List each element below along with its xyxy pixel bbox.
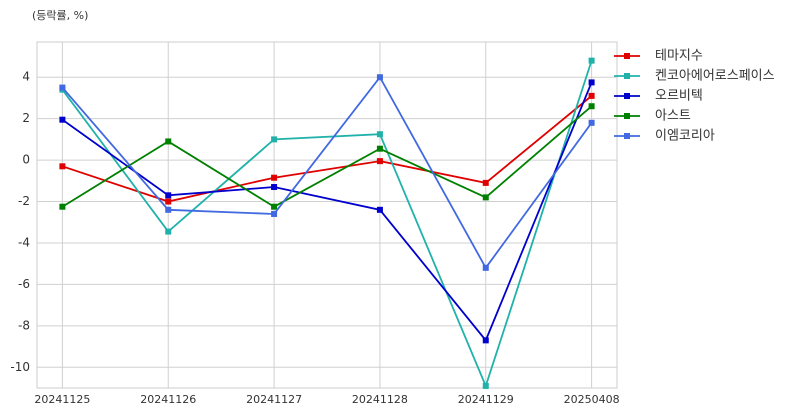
data-point [59,116,66,123]
legend-marker [624,133,630,139]
data-point [482,337,489,344]
data-point [271,136,278,143]
data-point [271,210,278,217]
data-point [376,145,383,152]
data-point [376,74,383,81]
legend-label: 오르비텍 [655,89,703,104]
data-point [588,57,595,64]
x-tick-label: 20250408 [564,393,620,406]
legend-label: 아스트 [655,109,691,124]
legend-marker [624,53,630,59]
legend-label: 켄코아에어로스페이스 [655,69,775,84]
series-line [61,82,593,343]
y-tick-label: -10 [10,360,30,374]
x-tick-label: 20241125 [34,393,90,406]
data-point [588,92,595,99]
y-tick-label: 0 [22,153,30,167]
y-tick-label: -4 [18,235,30,249]
y-axis-label: (등락률, %) [32,9,88,22]
data-point [588,119,595,126]
legend-label: 테마지수 [655,49,703,64]
data-point [376,206,383,213]
data-point [59,163,66,170]
series-line [62,95,593,203]
x-tick-label: 20241126 [140,393,196,406]
plot-frame [36,41,618,389]
y-tick-label: 4 [22,70,30,84]
x-tick-label: 20241127 [246,393,302,406]
data-point [588,79,595,86]
data-point [271,174,278,181]
data-point [59,203,66,210]
data-point [376,158,383,165]
series-line [61,75,593,270]
legend-marker [624,73,630,79]
data-point [482,194,489,201]
data-point [376,131,383,138]
y-tick-label: -8 [18,318,30,332]
data-point [482,382,489,389]
legend-marker [624,113,630,119]
data-point [482,264,489,271]
series-line [61,105,593,208]
data-point [165,192,172,199]
y-tick-label: -6 [18,277,30,291]
data-point [271,203,278,210]
y-tick-label: -2 [18,194,30,208]
legend-label: 이엠코리아 [655,129,715,144]
data-point [165,206,172,213]
data-point [588,103,595,110]
data-point [165,228,172,235]
data-point [482,179,489,186]
x-tick-label: 20241129 [458,393,514,406]
y-tick-label: 2 [22,111,30,125]
data-point [59,84,66,91]
x-tick-label: 20241128 [352,393,408,406]
data-point [165,198,172,205]
data-point [165,138,172,145]
series-line [61,60,593,389]
data-point [271,184,278,191]
legend-marker [624,93,630,99]
